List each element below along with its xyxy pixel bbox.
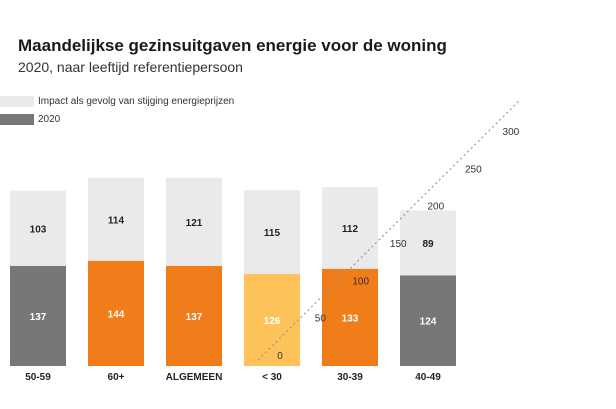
bar-2020-3 [244, 274, 300, 366]
legend-swatch-impact [0, 96, 34, 107]
category-label-5: 40-49 [415, 372, 441, 383]
bar-2020-1 [88, 260, 144, 366]
value-label-impact-5: 89 [422, 239, 434, 250]
legend-label-2020: 2020 [38, 114, 61, 126]
value-label-2020-3: 126 [264, 316, 281, 327]
value-label-2020-4: 133 [342, 313, 359, 324]
legend-item-2020: 2020 [0, 114, 60, 125]
category-label-2: ALGEMEEN [166, 372, 223, 383]
value-label-2020-1: 144 [108, 309, 125, 320]
legend-swatch-2020 [0, 114, 34, 125]
value-label-2020-5: 124 [420, 317, 437, 328]
bar-impact-3 [244, 190, 300, 275]
axis-tick-label-2: 100 [352, 276, 369, 287]
bar-2020-0 [10, 265, 66, 366]
axis-tick-label-1: 50 [315, 314, 327, 325]
bar-2020-2 [166, 265, 222, 366]
bar-2020-5 [400, 275, 456, 366]
axis-tick-label-3: 150 [390, 239, 407, 250]
value-label-impact-4: 112 [342, 224, 359, 235]
bar-impact-0 [10, 190, 66, 266]
legend-label-impact: Impact als gevolg van stijging energiepr… [38, 96, 235, 108]
value-label-impact-1: 114 [108, 215, 125, 226]
value-label-impact-3: 115 [264, 228, 281, 239]
axis-tick-label-0: 0 [277, 351, 283, 362]
axis-tick-label-6: 300 [503, 127, 520, 138]
value-label-2020-2: 137 [186, 312, 203, 323]
chart-title: Maandelijkse gezinsuitgaven energie voor… [18, 36, 447, 55]
legend-item-impact: Impact als gevolg van stijging energiepr… [0, 96, 234, 107]
category-label-4: 30-39 [337, 372, 363, 383]
diagonal-axis-line [257, 99, 521, 361]
bar-impact-2 [166, 177, 222, 266]
axis-tick-label-4: 200 [427, 202, 444, 213]
bar-impact-4 [322, 187, 378, 269]
value-label-impact-0: 103 [30, 224, 47, 235]
value-label-2020-0: 137 [30, 312, 47, 323]
axis-tick-label-5: 250 [465, 164, 482, 175]
bar-impact-5 [400, 210, 456, 276]
category-label-0: 50-59 [25, 372, 51, 383]
bar-2020-4 [322, 268, 378, 366]
category-label-1: 60+ [108, 372, 125, 383]
category-label-3: < 30 [262, 372, 282, 383]
bar-impact-1 [88, 177, 144, 261]
value-label-impact-2: 121 [186, 218, 203, 229]
chart-subtitle: 2020, naar leeftijd referentiepersoon [18, 59, 243, 75]
